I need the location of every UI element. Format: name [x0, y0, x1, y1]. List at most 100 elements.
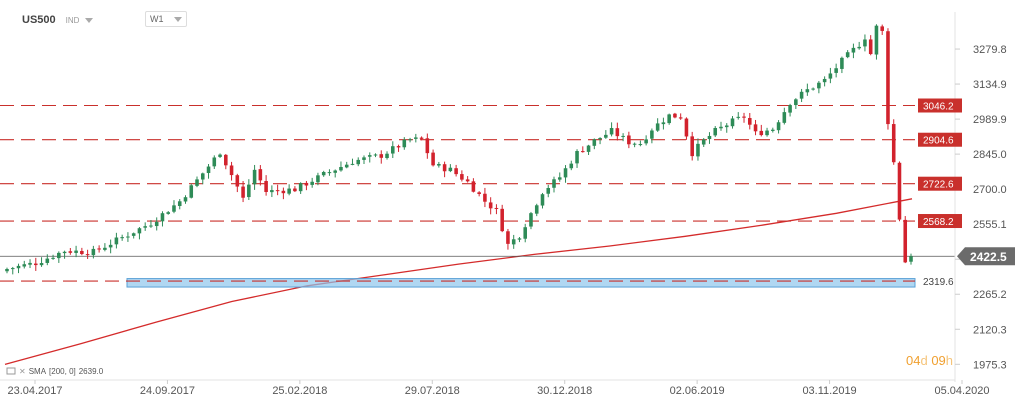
timeframe-selector[interactable]: W1 — [145, 11, 187, 27]
candle — [465, 176, 470, 183]
candle — [909, 253, 913, 265]
candle-body — [131, 233, 136, 236]
candle — [131, 232, 136, 239]
candle — [707, 132, 712, 144]
candle — [149, 220, 153, 228]
candle — [776, 120, 781, 134]
candle — [160, 211, 165, 227]
candle — [880, 24, 884, 35]
close-icon[interactable]: ✕ — [19, 366, 26, 376]
candle — [673, 112, 677, 119]
candle — [886, 28, 890, 130]
candle-body — [206, 166, 211, 174]
symbol-label[interactable]: US500 — [22, 14, 56, 26]
candle-body — [840, 57, 844, 69]
support-zone-layer — [126, 278, 916, 288]
current-price-label: 2422.5 — [970, 250, 1007, 264]
candle — [80, 247, 84, 256]
candle — [247, 179, 251, 200]
level-label-box — [918, 176, 962, 191]
candle — [241, 181, 245, 203]
candle-body — [655, 123, 660, 131]
chevron-down-icon — [173, 16, 182, 22]
candle-body — [224, 154, 228, 166]
candle-body — [160, 213, 165, 222]
candle-body — [68, 251, 73, 253]
candle — [304, 180, 309, 191]
candle — [339, 161, 343, 172]
candle-body — [235, 175, 240, 187]
candle — [57, 251, 61, 263]
candle-body — [552, 179, 556, 188]
candle — [592, 138, 597, 150]
candle-body — [569, 163, 574, 169]
candle-body — [604, 134, 608, 138]
chart-toolbar: US500 IND W1 — [22, 11, 187, 27]
candle — [195, 176, 199, 188]
candle-body — [788, 105, 792, 113]
candle — [747, 112, 752, 130]
candle — [385, 151, 389, 160]
candle-body — [650, 130, 654, 139]
candle — [293, 186, 297, 193]
candle — [874, 24, 879, 60]
candle — [362, 155, 366, 164]
y-tick-label: 2845.0 — [973, 149, 1007, 161]
candle-body — [91, 248, 96, 256]
candle-body — [586, 145, 591, 152]
candle-body — [529, 213, 533, 227]
candle — [615, 122, 620, 141]
candle — [264, 175, 268, 196]
candle — [730, 116, 735, 129]
candle — [454, 164, 458, 177]
candle-body — [362, 157, 366, 160]
candle — [229, 161, 234, 181]
candle — [442, 161, 447, 178]
candle — [678, 113, 683, 120]
candle-body — [379, 154, 384, 158]
candle-body — [264, 181, 268, 192]
candle-body — [834, 68, 838, 73]
candle-body — [270, 190, 274, 193]
candle — [517, 237, 522, 243]
candle-body — [465, 179, 470, 182]
candle-body — [696, 143, 700, 157]
support-zone[interactable] — [126, 278, 916, 288]
candle-body — [177, 201, 182, 206]
candle — [719, 121, 723, 131]
candle-body — [546, 188, 551, 194]
candle — [822, 76, 827, 87]
candle — [857, 41, 861, 50]
candle — [143, 222, 147, 231]
candle-body — [321, 171, 326, 176]
candle — [557, 172, 562, 182]
candle — [34, 257, 38, 271]
candle-body — [557, 177, 562, 180]
candle-body — [753, 124, 758, 132]
candle-body — [811, 88, 815, 90]
candle — [252, 164, 257, 190]
candle-body — [477, 192, 481, 194]
candle-body — [776, 122, 781, 131]
candle-body — [471, 181, 476, 192]
candle — [154, 217, 159, 231]
candle-body — [390, 146, 395, 154]
symbol-dropdown-icon[interactable] — [85, 17, 94, 23]
candle-body — [592, 139, 597, 146]
candle-body — [822, 78, 827, 83]
candle-body — [684, 118, 689, 137]
eye-icon[interactable] — [6, 366, 16, 376]
candle — [114, 232, 119, 249]
level-labels-layer: 3046.2 2904.6 2722.6 2568.2 2319.6 2422.5 — [918, 98, 1015, 288]
candle — [863, 34, 867, 52]
instrument-type-label: IND — [65, 15, 80, 25]
candle-body — [437, 163, 441, 166]
x-tick-label: 24.09.2017 — [140, 385, 195, 397]
candle — [189, 183, 194, 199]
y-tick-label: 2989.9 — [973, 114, 1007, 126]
candle-body — [333, 170, 337, 173]
candle — [661, 117, 666, 130]
candle-body — [903, 219, 908, 263]
candle — [10, 266, 15, 275]
